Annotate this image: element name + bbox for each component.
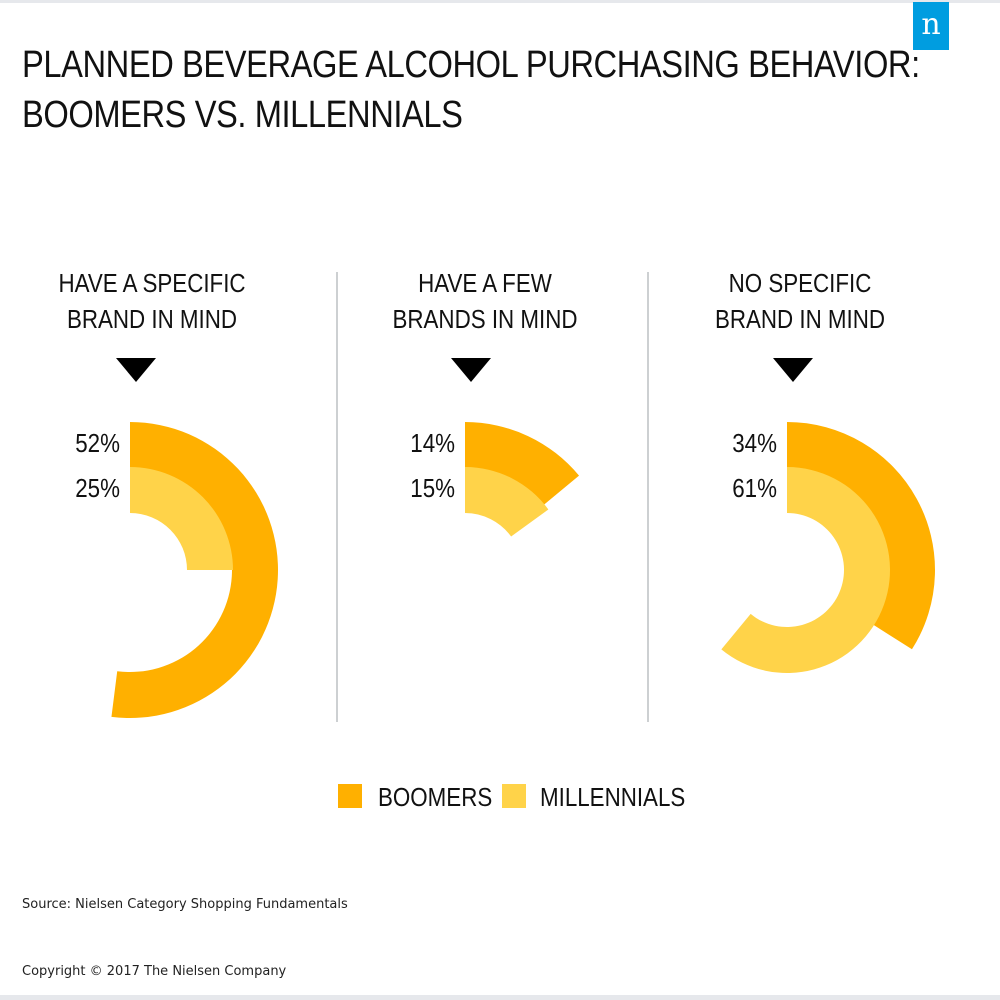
radial-bar-boomers [465,422,580,505]
radial-bar-millennials [465,467,549,537]
category-label: BRAND IN MIND [67,305,237,334]
value-label: 14% [410,429,455,458]
category-label: HAVE A FEW [418,269,552,298]
radial-bar-millennials [130,467,233,570]
value-label: 61% [732,474,777,503]
legend-swatch-millennials [502,784,526,808]
pointer-arrow-icon [773,358,813,382]
category-label: BRANDS IN MIND [392,305,577,334]
value-label: 15% [410,474,455,503]
nielsen-logo: n [913,2,949,50]
bottom-rule [0,995,1000,1000]
category-label: NO SPECIFIC [729,269,872,298]
top-rule [0,0,1000,3]
radial-bar-boomers [111,422,279,718]
legend-label: BOOMERS [378,783,492,812]
radial-bar-millennials [721,467,890,673]
radial-bar-boomers [787,422,935,650]
value-label: 34% [732,429,777,458]
category-label: HAVE A SPECIFIC [58,269,245,298]
legend-label: MILLENNIALS [540,783,685,812]
legend-swatch-boomers [338,784,362,808]
category-label: BRAND IN MIND [715,305,885,334]
source-note: Source: Nielsen Category Shopping Fundam… [22,897,348,912]
pointer-arrow-icon [451,358,491,382]
pointer-arrow-icon [116,358,156,382]
value-label: 25% [75,474,120,503]
copyright-note: Copyright © 2017 The Nielsen Company [22,964,287,979]
title-line-2: BOOMERS VS. MILLENNIALS [22,94,463,136]
value-label: 52% [75,429,120,458]
page-title: PLANNED BEVERAGE ALCOHOL PURCHASING BEHA… [22,40,920,140]
